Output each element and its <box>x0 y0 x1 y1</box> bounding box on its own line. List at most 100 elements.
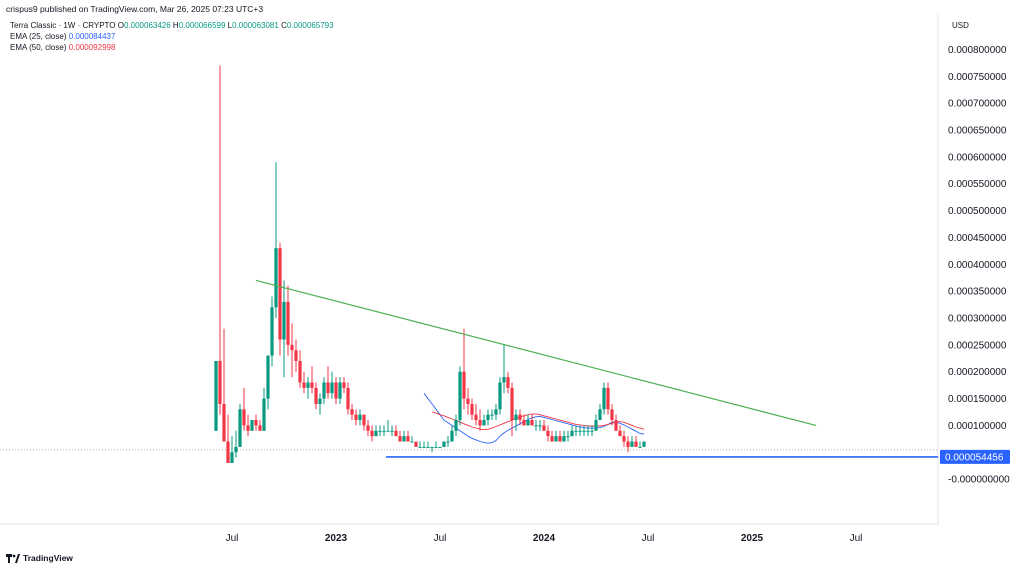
candle-body <box>302 382 306 388</box>
y-tick-label: 0.000450000 <box>948 233 1007 244</box>
candle-body <box>514 414 518 421</box>
candle-body <box>306 382 310 388</box>
candle-body <box>414 441 418 447</box>
candle-body <box>610 409 614 421</box>
candle-body <box>230 452 234 464</box>
y-tick-label: 0.000650000 <box>948 126 1007 137</box>
ema50-value: 0.000092998 <box>68 43 116 52</box>
ohlc-low: 0.000063081 <box>232 21 279 30</box>
y-tick-label: 0.000350000 <box>948 287 1007 298</box>
candle-body <box>278 248 282 340</box>
candle-body <box>382 430 386 432</box>
candle-body <box>430 446 434 448</box>
candle-body <box>570 430 574 437</box>
candle-body <box>234 446 238 453</box>
candle-body <box>250 420 254 431</box>
publisher-caption: crispus9 published on TradingView.com, M… <box>6 4 264 14</box>
ohlc-open: 0.000063426 <box>123 21 171 30</box>
candle-body <box>446 441 450 443</box>
candle-body <box>638 446 642 448</box>
candle-body <box>586 430 590 432</box>
candle-body <box>246 425 250 431</box>
candle-body <box>298 360 302 383</box>
y-tick-label: 0.000100000 <box>948 421 1007 432</box>
candle-body <box>594 420 598 431</box>
footer-brand: TradingView <box>23 553 73 563</box>
candle-body <box>394 430 398 437</box>
candle-body <box>266 355 270 399</box>
y-tick-label: 0.000400000 <box>948 260 1007 271</box>
candle-body <box>402 436 406 442</box>
y-tick-label: 0.000600000 <box>948 152 1007 163</box>
y-tick-label: 0.000550000 <box>948 179 1007 190</box>
candle-body <box>442 441 446 447</box>
candle-body <box>506 377 510 388</box>
candle-body <box>642 441 646 447</box>
candle-body <box>574 430 578 432</box>
candle-body <box>470 403 474 415</box>
candle-body <box>478 420 482 426</box>
x-tick-label: 2025 <box>741 533 764 544</box>
candle-body <box>582 430 586 432</box>
candle-body <box>558 436 562 442</box>
x-tick-label: Jul <box>850 533 863 544</box>
x-tick-label: Jul <box>642 533 655 544</box>
candle-body <box>374 430 378 437</box>
candle-body <box>598 409 602 421</box>
candle-body <box>550 436 554 442</box>
candle-body <box>330 382 334 394</box>
ohlc-low-label: L <box>227 21 233 30</box>
descending-trendline[interactable] <box>255 279 817 427</box>
last-price-tag-label: 0.000054456 <box>945 452 1004 463</box>
candle-body <box>222 403 226 442</box>
candle-body <box>386 430 390 432</box>
candle-body <box>286 301 290 345</box>
candle-body <box>314 387 318 404</box>
candle-body <box>334 382 338 399</box>
candle-body <box>326 382 330 394</box>
tradingview-logo-icon <box>6 553 20 563</box>
candle-body <box>390 430 394 432</box>
candle-body <box>474 414 478 421</box>
candle-body <box>318 398 322 404</box>
candle-body <box>578 430 582 432</box>
last-price-tag <box>940 449 1010 464</box>
candle-body <box>322 382 326 399</box>
candle-body <box>226 441 230 464</box>
candle-body <box>370 430 374 437</box>
y-tick-label: 0.000700000 <box>948 99 1007 110</box>
candle-body <box>494 409 498 415</box>
candle-body <box>418 446 422 448</box>
candle-body <box>350 409 354 415</box>
candle-body <box>434 446 438 448</box>
ema25-label: EMA (25, close) <box>10 32 67 41</box>
candle-body <box>458 371 462 421</box>
candle-body <box>526 420 530 426</box>
candle-body <box>566 436 570 438</box>
ema25-legend-row: EMA (25, close) 0.000084437 <box>10 31 334 42</box>
candle-body <box>398 436 402 442</box>
candle-body <box>510 387 514 421</box>
candle-body <box>282 301 286 340</box>
tradingview-footer: TradingView <box>6 553 73 563</box>
currency-label: USD <box>952 21 969 30</box>
candle-body <box>270 307 274 356</box>
candle-body <box>518 414 522 421</box>
y-tick-label: -0.000000000 <box>948 475 1010 486</box>
x-tick-label: Jul <box>434 533 447 544</box>
y-tick-label: 0.000750000 <box>948 72 1007 83</box>
ohlc-open-label: O <box>117 21 124 30</box>
candle-body <box>262 398 266 431</box>
candle-body <box>546 430 550 437</box>
candle-body <box>534 425 538 427</box>
candle-body <box>602 387 606 410</box>
y-tick-label: 0.000300000 <box>948 314 1007 325</box>
candle-body <box>338 382 342 399</box>
candle-body <box>542 425 546 431</box>
candle-body <box>310 382 314 388</box>
candle-body <box>538 425 542 427</box>
candle-body <box>450 430 454 442</box>
candle-body <box>358 414 362 421</box>
ohlc-high: 0.000066599 <box>178 21 226 30</box>
